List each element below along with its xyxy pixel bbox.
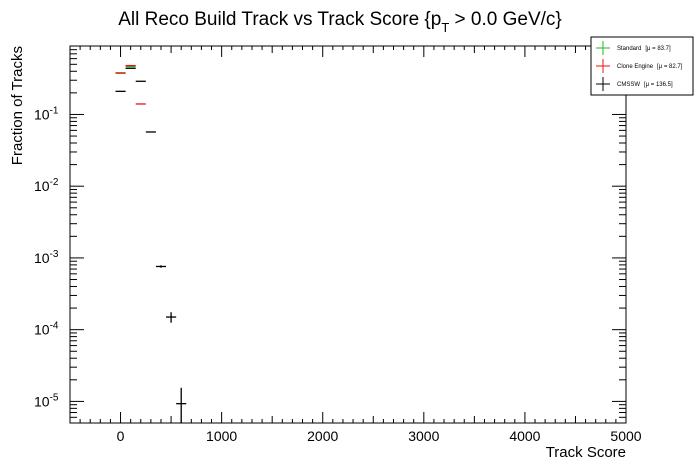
x-axis-title: Track Score — [546, 444, 626, 461]
x-tick-label: 2000 — [307, 428, 338, 444]
x-tick-label: 5000 — [610, 428, 641, 444]
y-axis: 10-110-210-310-410-5 — [34, 45, 626, 418]
x-tick-label: 3000 — [408, 428, 439, 444]
title-main: All Reco Build Track vs Track Score {p — [118, 9, 441, 30]
data-series — [115, 64, 187, 423]
y-tick-label: 10-2 — [34, 177, 59, 194]
legend-series-mean: [μ = 83.7] — [645, 46, 671, 52]
legend-label: Standard [μ = 83.7] — [617, 46, 671, 52]
legend-label: CMSSW [μ = 136.5] — [617, 82, 673, 88]
y-tick-exponent: -1 — [50, 105, 59, 116]
y-tick-label: 10-3 — [34, 249, 59, 266]
y-tick-base: 10 — [34, 393, 50, 409]
y-tick-label: 10-5 — [34, 392, 59, 409]
chart-title: All Reco Build Track vs Track Score {pT … — [118, 9, 562, 35]
legend-box — [590, 36, 694, 96]
y-tick-base: 10 — [34, 106, 50, 122]
y-tick-base: 10 — [34, 322, 50, 338]
y-tick-exponent: -3 — [50, 249, 59, 260]
legend: Standard [μ = 83.7] Clone Engine [μ = 82.7]… — [590, 36, 694, 96]
x-axis: 0 1000 2000 3000 4000 5000 — [69, 46, 642, 444]
y-tick-label: 10-1 — [34, 105, 59, 122]
y-tick-base: 10 — [34, 250, 50, 266]
legend-series-mean: [μ = 136.5] — [644, 82, 673, 88]
x-tick-label: 0 — [117, 428, 125, 444]
x-tick-label: 1000 — [206, 428, 237, 444]
x-tick-label: 4000 — [509, 428, 540, 444]
y-tick-exponent: -5 — [50, 392, 59, 403]
plot-frame — [69, 45, 627, 424]
y-tick-base: 10 — [34, 178, 50, 194]
legend-series-name: Clone Engine — [617, 64, 654, 70]
legend-series-mean: [μ = 82.7] — [657, 64, 683, 70]
legend-series-name: Standard — [617, 46, 641, 52]
legend-series-name: CMSSW — [617, 82, 640, 88]
y-tick-exponent: -2 — [50, 177, 59, 188]
title-tail: > 0.0 GeV/c} — [449, 9, 562, 30]
y-axis-title: Fraction of Tracks — [9, 46, 26, 165]
y-tick-exponent: -4 — [50, 321, 59, 332]
title-subscript: T — [441, 20, 449, 35]
legend-label: Clone Engine [μ = 82.7] — [617, 64, 683, 70]
y-tick-label: 10-4 — [34, 321, 59, 338]
